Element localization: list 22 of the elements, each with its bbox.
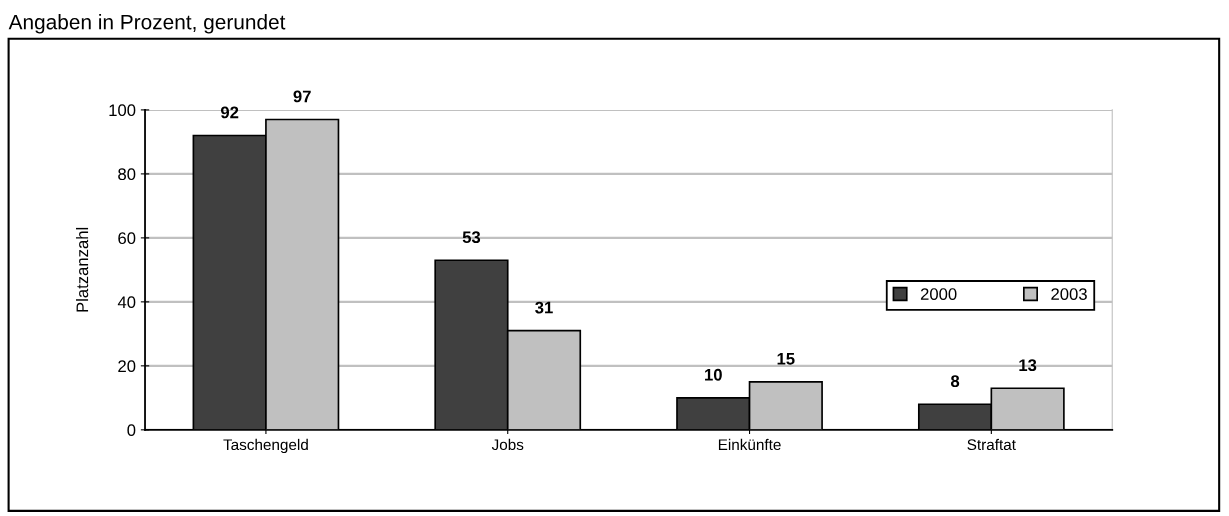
- data-label: 31: [535, 301, 553, 314]
- y-tick-label: 60: [118, 232, 136, 245]
- y-tick-label: 40: [117, 296, 136, 309]
- x-tick-label: Jobs: [491, 438, 524, 451]
- x-tick-label: Straftat: [967, 438, 1016, 451]
- y-tick-label: 0: [127, 424, 136, 437]
- chart-title: Angaben in Prozent, gerundet: [8, 14, 286, 34]
- y-tick-label: 100: [109, 104, 136, 117]
- data-label: 92: [220, 106, 239, 119]
- data-label: 15: [777, 353, 795, 365]
- x-tick-label: Einkünfte: [718, 438, 781, 451]
- data-label: 97: [293, 90, 311, 103]
- x-tick-label: Taschengeld: [223, 438, 308, 454]
- legend-label: 2003: [1051, 288, 1087, 300]
- y-axis-title: Platzanzahl: [75, 227, 89, 312]
- data-label: 53: [462, 231, 481, 244]
- y-tick-label: 80: [118, 168, 136, 181]
- data-label: 13: [1019, 359, 1037, 372]
- y-tick-label: 20: [118, 360, 136, 373]
- data-label: 10: [705, 368, 722, 381]
- legend-label: 2000: [920, 288, 957, 300]
- data-label: 8: [950, 375, 960, 388]
